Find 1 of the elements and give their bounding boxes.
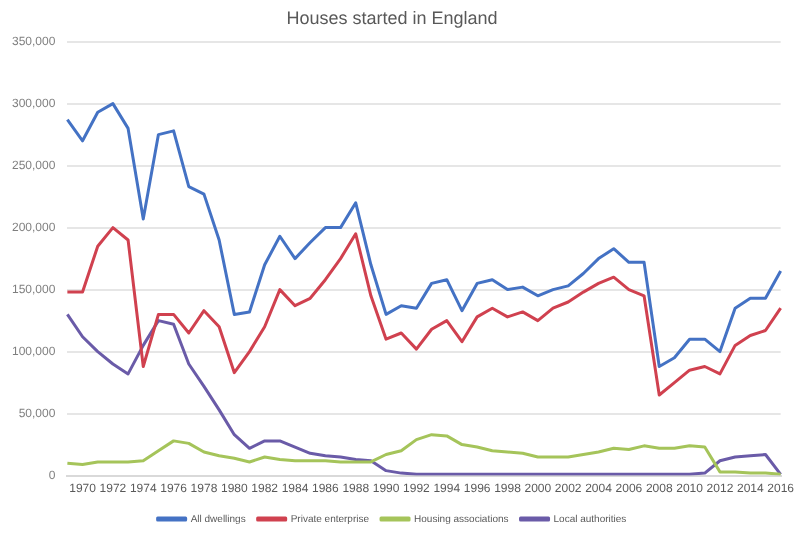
chart-title: Houses started in England: [286, 7, 498, 28]
